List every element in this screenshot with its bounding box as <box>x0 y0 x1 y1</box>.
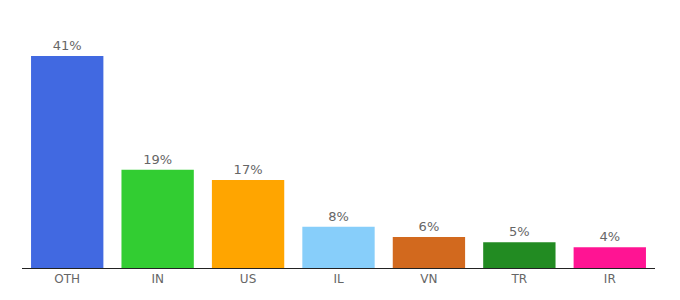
svg-text:OTH: OTH <box>54 272 80 286</box>
svg-text:5%: 5% <box>509 224 530 239</box>
svg-text:IN: IN <box>151 272 164 286</box>
svg-text:8%: 8% <box>328 209 349 224</box>
svg-text:IL: IL <box>333 272 344 286</box>
svg-text:41%: 41% <box>53 38 82 53</box>
svg-text:IR: IR <box>604 272 616 286</box>
svg-text:VN: VN <box>420 272 437 286</box>
svg-text:6%: 6% <box>419 219 440 234</box>
svg-text:4%: 4% <box>599 229 620 244</box>
svg-text:19%: 19% <box>143 152 172 167</box>
svg-text:US: US <box>240 272 256 286</box>
svg-text:TR: TR <box>511 272 528 286</box>
svg-text:17%: 17% <box>234 162 263 177</box>
